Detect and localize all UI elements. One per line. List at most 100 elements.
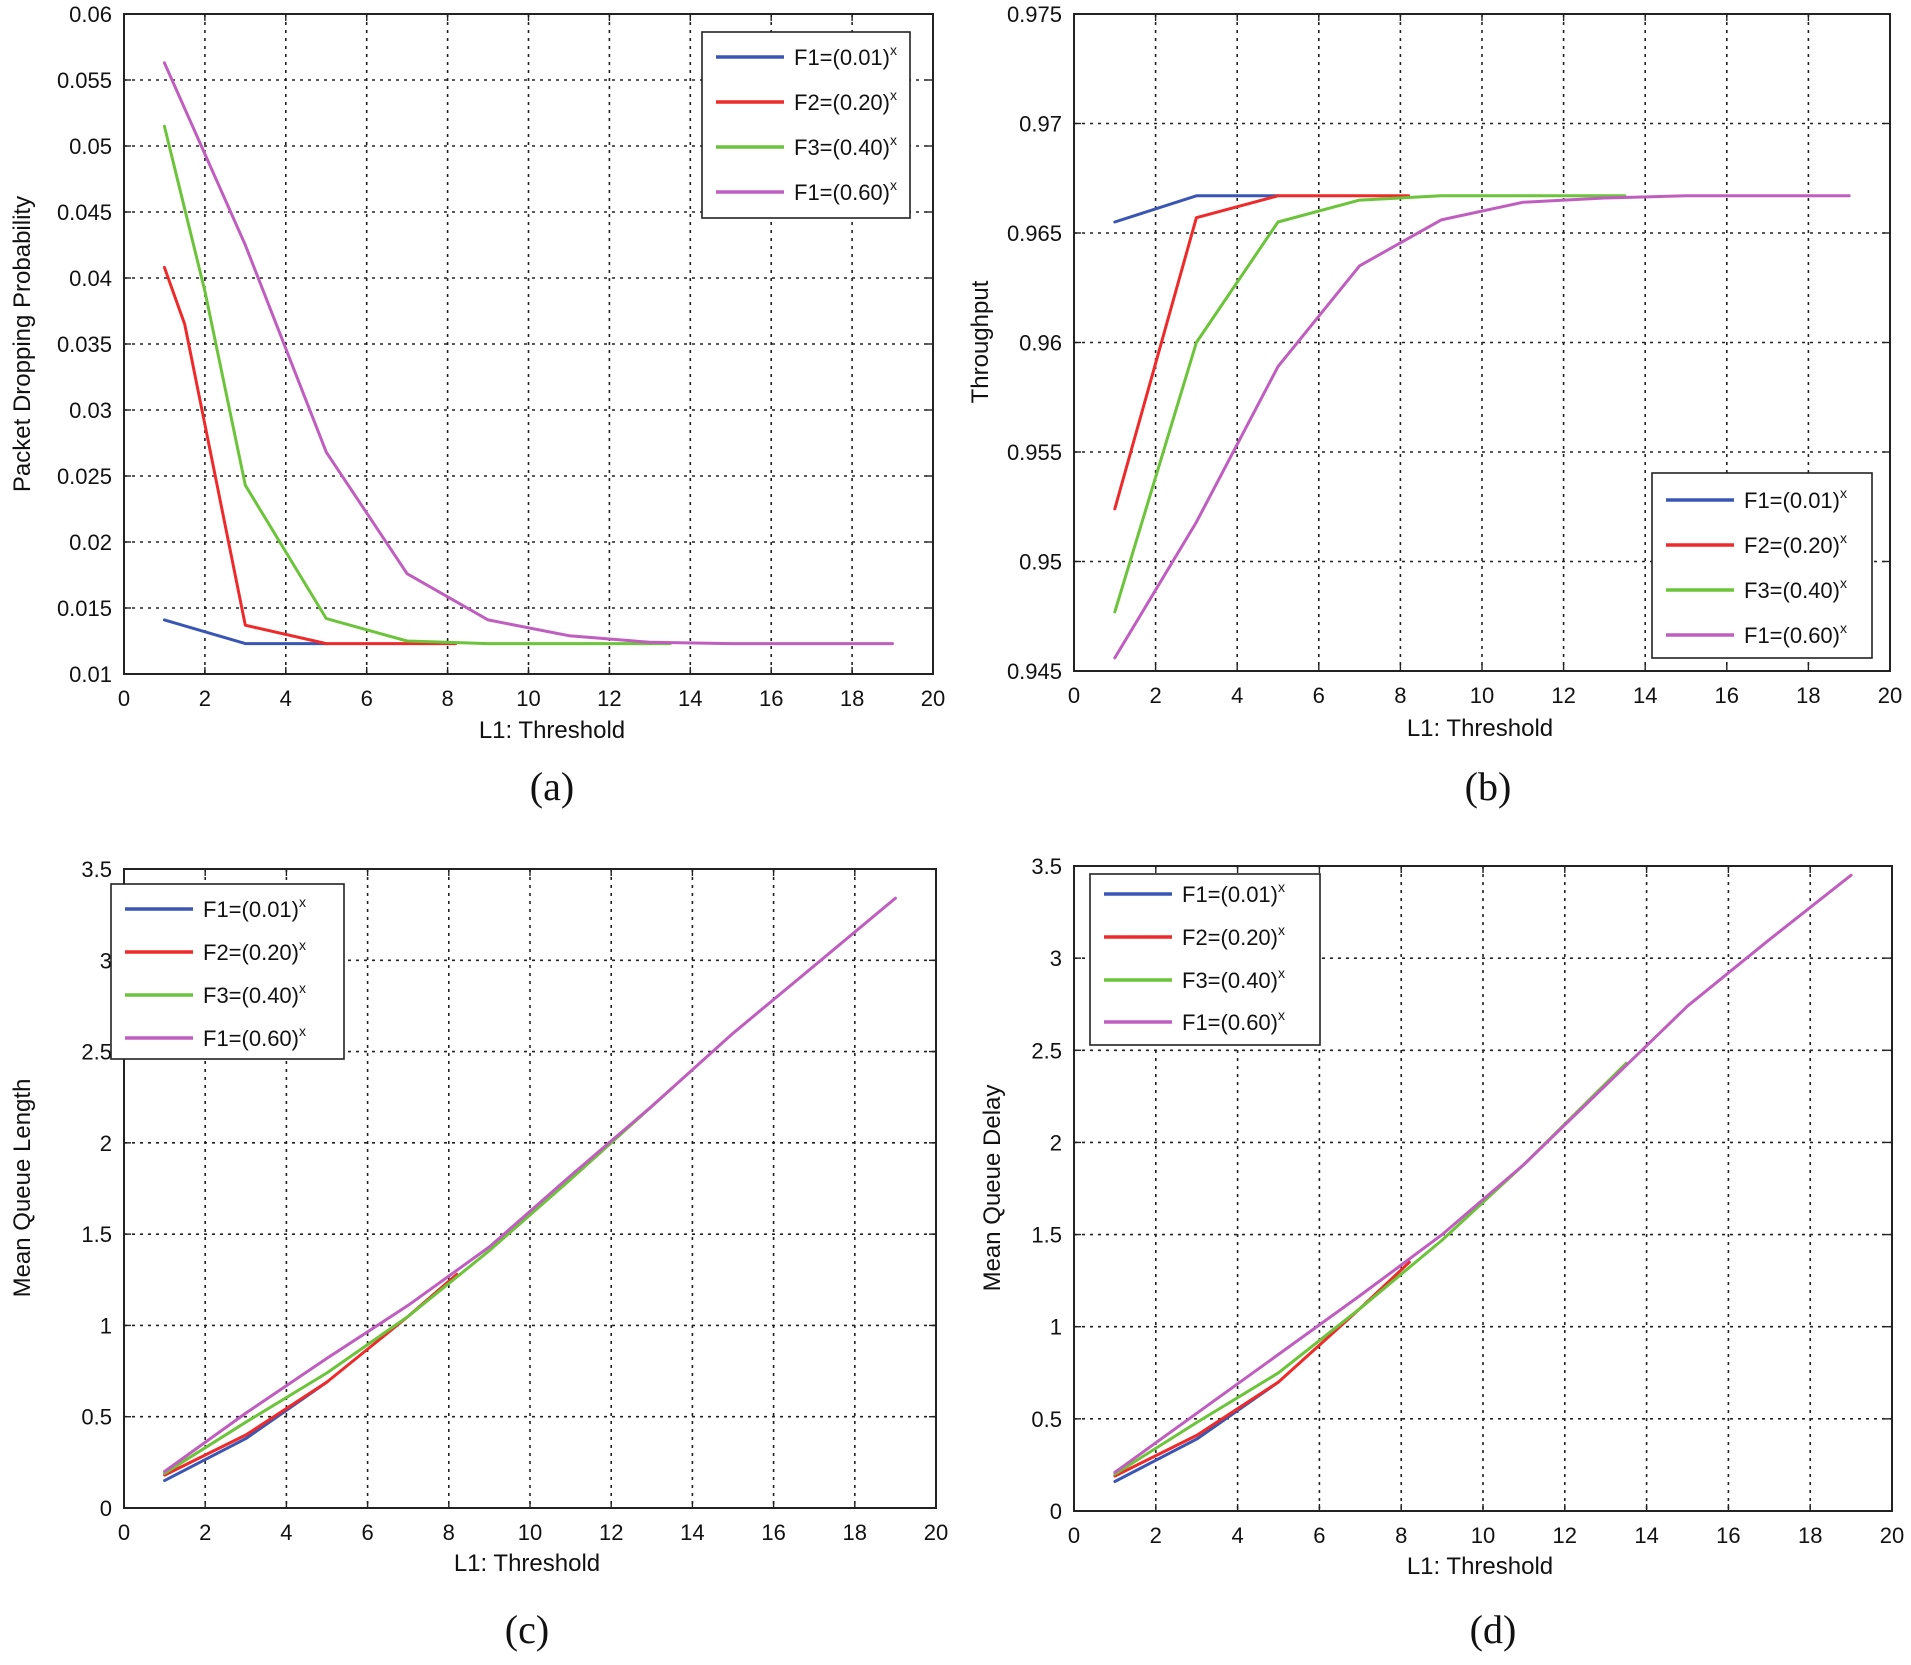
x-tick-label: 4 xyxy=(1231,683,1243,708)
x-tick-label: 12 xyxy=(1551,683,1575,708)
x-tick-label: 2 xyxy=(199,686,211,711)
chart-panel-b: 0 2 4 6 8 10 12 14 16 18 20 0.945 0.95 0.955 0.96 0.965… xyxy=(967,2,1902,809)
legend-label-superscript: x xyxy=(1840,530,1847,546)
y-tick-label: 1.5 xyxy=(81,1222,112,1247)
legend-label-superscript: x xyxy=(1278,1007,1285,1023)
chart-panel-c: 0 2 4 6 8 10 12 14 16 18 2000.511.522.533.5F1=(0.0… xyxy=(9,857,948,1652)
legend-label-superscript: x xyxy=(1278,922,1285,938)
x-tick-label: 12 xyxy=(597,686,621,711)
x-tick-label: 10 xyxy=(516,686,540,711)
y-tick-label: 3.5 xyxy=(81,857,112,882)
x-tick-label: 20 xyxy=(1880,1523,1904,1548)
y-tick-label: 2 xyxy=(1050,1130,1062,1155)
y-tick-label: 0.015 xyxy=(57,596,112,621)
legend-label-superscript: x xyxy=(299,937,306,953)
legend-label: F1=(0.60)x xyxy=(1182,1007,1285,1035)
legend-label: F1=(0.01)x xyxy=(794,42,897,70)
series-line-blue xyxy=(162,618,328,646)
panel-caption: (d) xyxy=(1470,1607,1517,1652)
x-tick-label: 12 xyxy=(1553,1523,1577,1548)
y-axis-label: Mean Queue Delay xyxy=(979,1085,1006,1292)
series-line-blue xyxy=(1113,194,1280,224)
x-tick-label: 20 xyxy=(924,1520,948,1545)
series-line-magenta xyxy=(1113,873,1853,1474)
legend: F1=(0.01)x F2=(0.20)x F3=(0.40)x F1=(0.60)x xyxy=(110,883,345,1060)
x-tick-label: 0 xyxy=(118,1520,130,1545)
y-tick-label: 0.95 xyxy=(1019,550,1062,575)
y-tick-label: 3.5 xyxy=(1031,854,1062,879)
x-tick-label: 18 xyxy=(1796,683,1820,708)
series-line-red xyxy=(1113,194,1411,511)
y-tick-label: 0.06 xyxy=(69,2,112,27)
axes-frame xyxy=(123,868,937,1509)
legend-label-superscript: x xyxy=(890,177,897,193)
legend-label-superscript: x xyxy=(1278,965,1285,981)
y-tick-label: 2 xyxy=(100,1131,112,1156)
panel-caption: (b) xyxy=(1465,764,1512,809)
y-tick-label: 0.96 xyxy=(1019,331,1062,356)
y-tick-label: 0.055 xyxy=(57,68,112,93)
legend: F1=(0.01)x F2=(0.20)x F3=(0.40)x F1=(0.60)x xyxy=(1651,472,1873,659)
x-tick-label: 10 xyxy=(518,1520,542,1545)
panel-caption: (a) xyxy=(530,764,574,809)
x-tick-label: 14 xyxy=(1633,683,1657,708)
y-tick-label: 0.01 xyxy=(69,662,112,687)
x-tick-label: 6 xyxy=(361,1520,373,1545)
x-axis-label: L1: Threshold xyxy=(1407,1553,1553,1580)
legend-label: F3=(0.40)x xyxy=(1744,575,1847,603)
x-tick-label: 2 xyxy=(199,1520,211,1545)
y-tick-label: 0.025 xyxy=(57,464,112,489)
x-tick-label: 14 xyxy=(678,686,702,711)
x-tick-label: 18 xyxy=(840,686,864,711)
x-axis-label: L1: Threshold xyxy=(479,717,625,744)
x-tick-label: 16 xyxy=(759,686,783,711)
y-tick-label: 0 xyxy=(1050,1499,1062,1524)
legend-label: F1=(0.01)x xyxy=(1182,879,1285,907)
legend-label: F1=(0.60)x xyxy=(794,177,897,205)
series-line-magenta xyxy=(163,896,897,1473)
y-tick-label: 2.5 xyxy=(81,1040,112,1065)
legend-label-superscript: x xyxy=(890,42,897,58)
y-tick-label: 0.035 xyxy=(57,332,112,357)
legend-box xyxy=(1089,873,1321,1046)
y-tick-label: 0.5 xyxy=(1031,1407,1062,1432)
x-tick-label: 6 xyxy=(1313,1523,1325,1548)
legend-label-superscript: x xyxy=(1278,879,1285,895)
x-tick-label: 2 xyxy=(1149,683,1161,708)
legend-label: F1=(0.01)x xyxy=(1744,485,1847,513)
x-tick-label: 18 xyxy=(843,1520,867,1545)
legend-box xyxy=(1651,472,1873,659)
y-tick-label: 1 xyxy=(1050,1315,1062,1340)
x-tick-label: 6 xyxy=(361,686,373,711)
legend-label-superscript: x xyxy=(1840,485,1847,501)
x-tick-label: 0 xyxy=(1068,1523,1080,1548)
legend-label: F3=(0.40)x xyxy=(794,132,897,160)
y-tick-label: 0.05 xyxy=(69,134,112,159)
legend-label-superscript: x xyxy=(890,87,897,103)
x-tick-label: 6 xyxy=(1313,683,1325,708)
legend-label: F1=(0.60)x xyxy=(1744,620,1847,648)
y-tick-label: 1 xyxy=(100,1313,112,1338)
x-tick-label: 8 xyxy=(1395,1523,1407,1548)
legend-label-superscript: x xyxy=(1840,575,1847,591)
y-tick-label: 3 xyxy=(100,948,112,973)
y-tick-label: 0.045 xyxy=(57,200,112,225)
x-tick-label: 4 xyxy=(280,686,292,711)
x-tick-label: 20 xyxy=(1878,683,1902,708)
series-line-red xyxy=(162,265,458,646)
axes-frame xyxy=(1073,13,1891,672)
series-line-green xyxy=(162,124,672,646)
x-tick-label: 8 xyxy=(1394,683,1406,708)
legend-label: F2=(0.20)x xyxy=(794,87,897,115)
y-tick-label: 2.5 xyxy=(1031,1038,1062,1063)
chart-panel-d: 0 2 4 6 8 10 12 14 16 18 20 0 0.5 1 1.5 2 2.5 3 3.5 F1=(0.0… xyxy=(979,854,1904,1652)
legend-label-superscript: x xyxy=(1840,620,1847,636)
x-tick-label: 16 xyxy=(1715,683,1739,708)
y-tick-label: 0.975 xyxy=(1007,2,1062,27)
legend-label-superscript: x xyxy=(299,980,306,996)
panel-caption: (c) xyxy=(505,1607,549,1652)
legend-box xyxy=(701,31,911,219)
legend-label-superscript: x xyxy=(299,1023,306,1039)
series-line-magenta xyxy=(1113,194,1851,660)
